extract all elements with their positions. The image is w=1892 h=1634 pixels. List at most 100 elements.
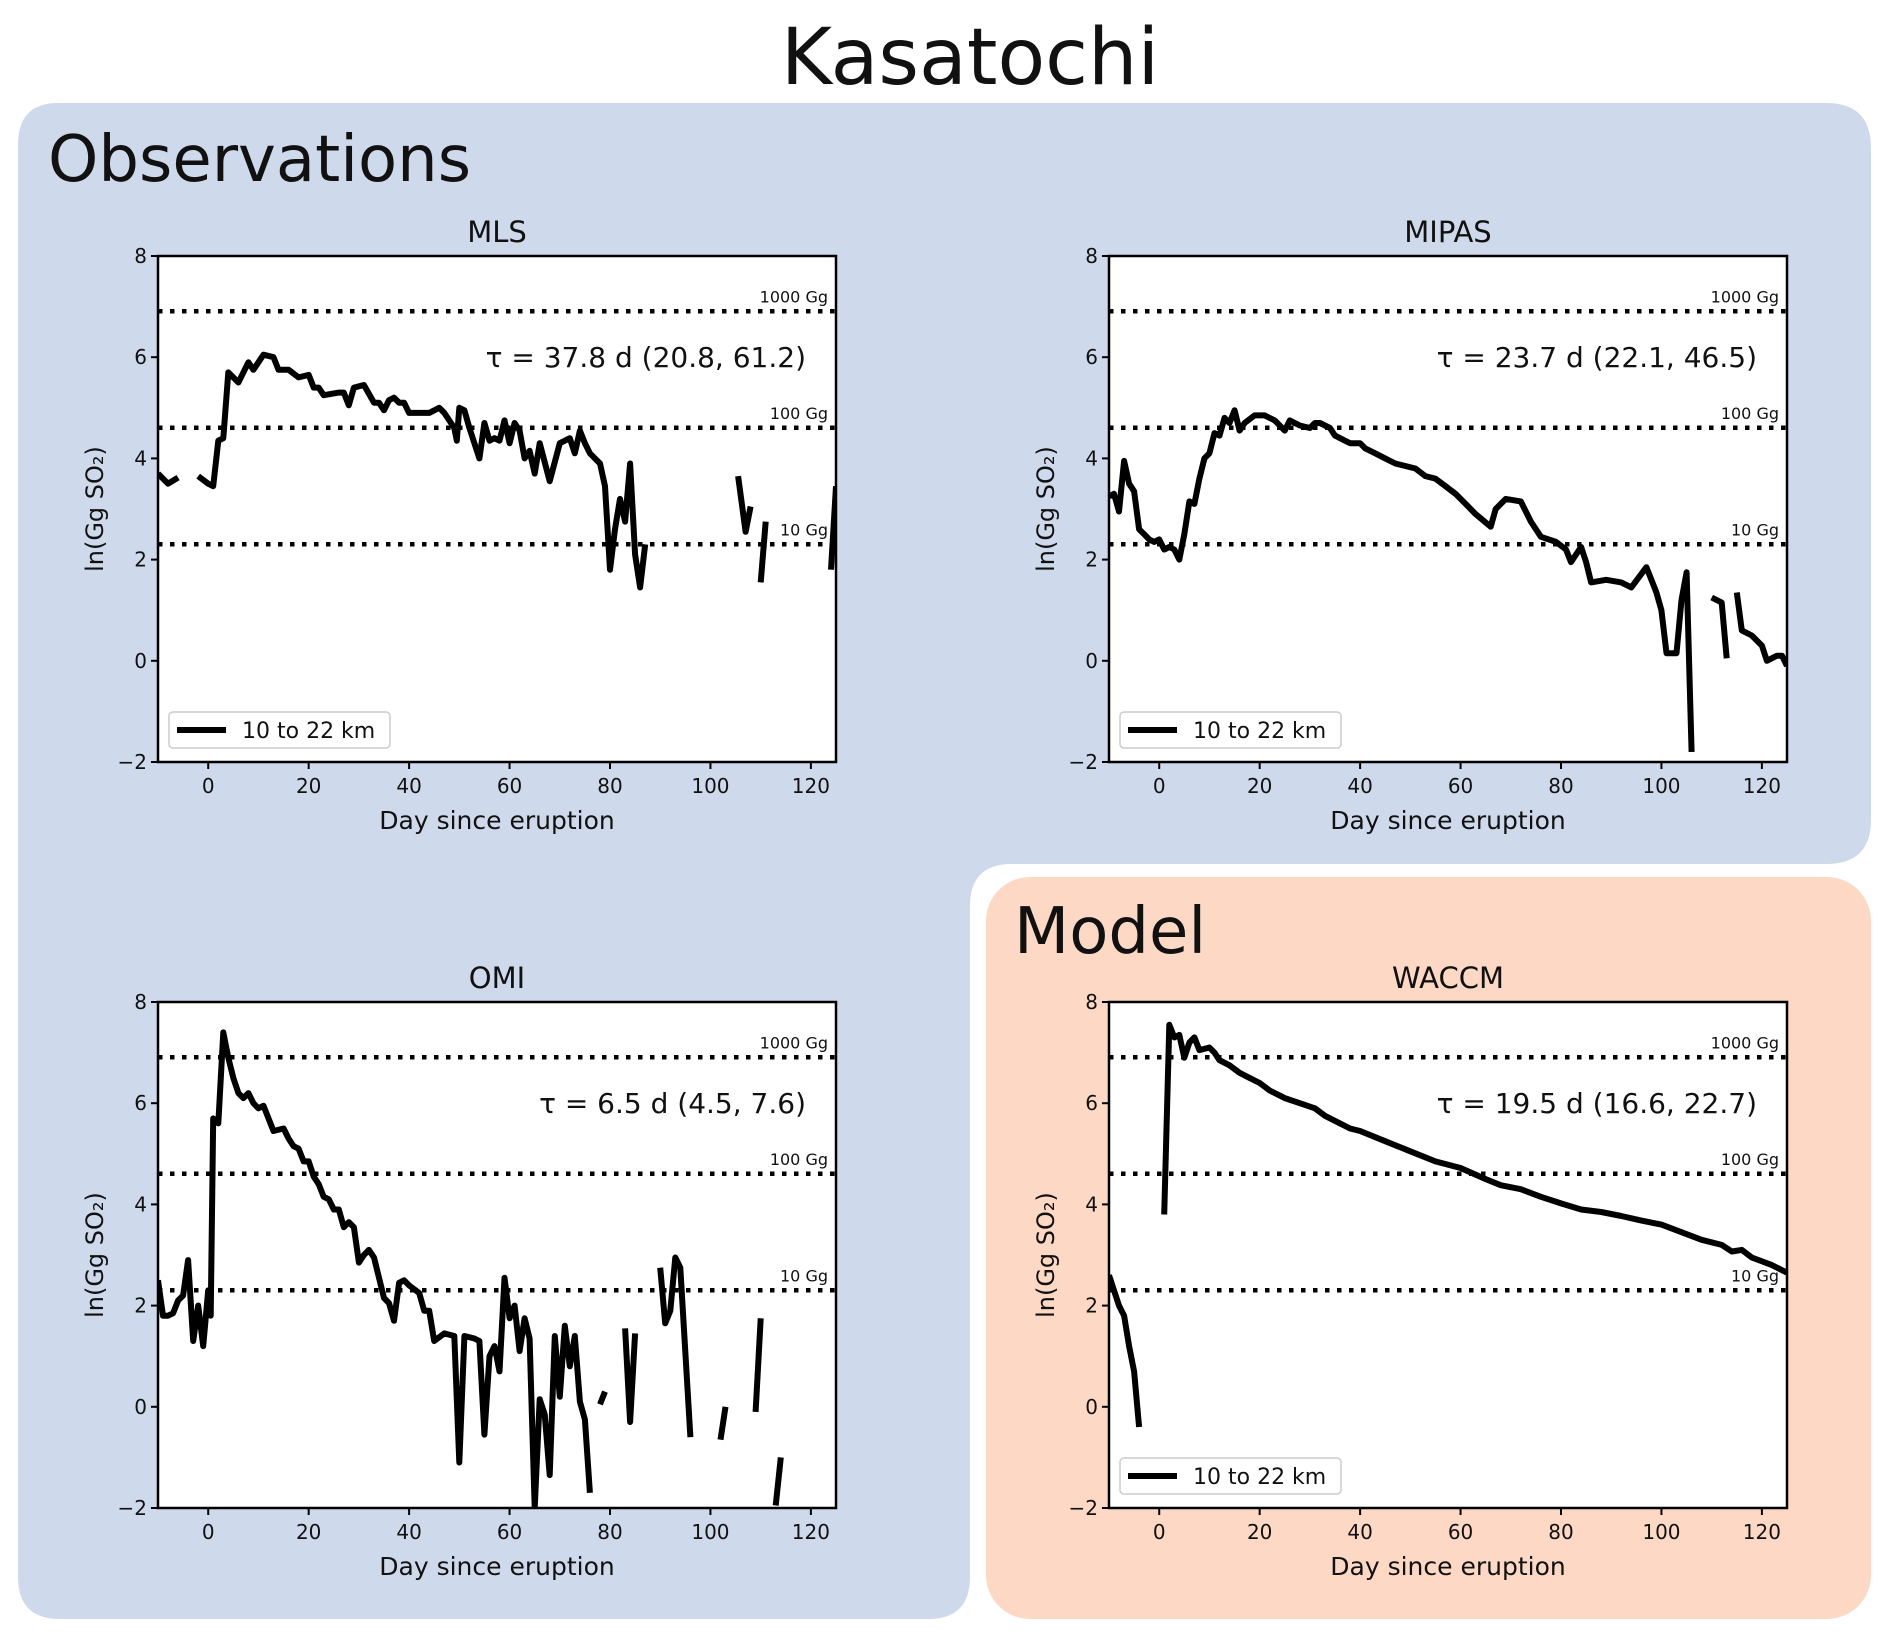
y-tick-label: −2 bbox=[118, 750, 147, 774]
y-tick-label: 0 bbox=[1085, 649, 1098, 673]
x-tick-label: 20 bbox=[296, 1520, 321, 1544]
plot-area bbox=[1109, 256, 1787, 762]
legend-label: 10 to 22 km bbox=[1193, 719, 1326, 744]
plot-area bbox=[158, 1002, 836, 1508]
y-tick-label: 2 bbox=[134, 548, 147, 572]
y-tick-label: −2 bbox=[1069, 1496, 1098, 1520]
y-tick-label: 8 bbox=[134, 244, 147, 268]
x-tick-label: 60 bbox=[497, 774, 522, 798]
legend: 10 to 22 km bbox=[1119, 1457, 1342, 1495]
axes-frame bbox=[156, 254, 838, 764]
y-tick-label: 6 bbox=[1085, 345, 1098, 369]
x-tick-label: 20 bbox=[296, 774, 321, 798]
axes-frame bbox=[156, 1000, 838, 1510]
y-tick-label: 6 bbox=[134, 345, 147, 369]
x-tick-label: 80 bbox=[1548, 774, 1573, 798]
y-tick-label: 4 bbox=[1085, 1192, 1098, 1216]
reference-line-label: 1000 Gg bbox=[1711, 287, 1779, 306]
y-tick-label: 4 bbox=[1085, 446, 1098, 470]
reference-line-label: 10 Gg bbox=[780, 1266, 828, 1285]
legend-box bbox=[1119, 711, 1342, 749]
x-tick-label: 100 bbox=[691, 1520, 729, 1544]
reference-line-label: 100 Gg bbox=[770, 404, 828, 423]
x-axis-label: Day since eruption bbox=[1330, 806, 1565, 835]
reference-line-label: 1000 Gg bbox=[760, 1033, 828, 1052]
x-tick-label: 100 bbox=[691, 774, 729, 798]
series-line-segment bbox=[757, 521, 769, 583]
series-line-segment bbox=[772, 1457, 784, 1506]
y-axis-label: ln(Gg SO₂) bbox=[81, 1192, 109, 1318]
chart-mipas: MIPAS 1000 Gg 100 Gg 10 Gg τ = 23.7 d (22.1,… bbox=[1032, 215, 1789, 835]
x-tick-label: 0 bbox=[202, 1520, 215, 1544]
plot-area bbox=[158, 256, 836, 762]
chart-title: MLS bbox=[467, 215, 527, 249]
decay-time-annotation: τ = 37.8 d (20.8, 61.2) bbox=[486, 341, 806, 374]
x-tick-label: 20 bbox=[1247, 774, 1272, 798]
x-tick-label: 100 bbox=[1642, 774, 1680, 798]
y-axis-label: ln(Gg SO₂) bbox=[1032, 446, 1060, 572]
reference-line-label: 1000 Gg bbox=[760, 287, 828, 306]
series-line-segment bbox=[196, 351, 649, 591]
x-tick-label: 40 bbox=[396, 774, 421, 798]
series-line-segment bbox=[158, 471, 180, 487]
y-tick-label: 4 bbox=[134, 1192, 147, 1216]
y-tick-label: −2 bbox=[1069, 750, 1098, 774]
y-tick-label: 2 bbox=[134, 1294, 147, 1318]
y-tick-label: 6 bbox=[1085, 1091, 1098, 1115]
series-line-segment bbox=[622, 1328, 639, 1425]
x-tick-label: 40 bbox=[1347, 1520, 1372, 1544]
x-tick-label: 80 bbox=[597, 1520, 622, 1544]
x-tick-label: 120 bbox=[1743, 1520, 1781, 1544]
x-tick-label: 60 bbox=[1448, 1520, 1473, 1544]
decay-time-annotation: τ = 6.5 d (4.5, 7.6) bbox=[539, 1087, 806, 1120]
y-tick-label: 2 bbox=[1085, 1294, 1098, 1318]
y-tick-label: 2 bbox=[1085, 548, 1098, 572]
x-axis-label: Day since eruption bbox=[379, 1552, 614, 1581]
reference-line-label: 100 Gg bbox=[1721, 404, 1779, 423]
legend-label: 10 to 22 km bbox=[242, 719, 375, 744]
x-axis-label: Day since eruption bbox=[379, 806, 614, 835]
y-tick-label: 8 bbox=[1085, 244, 1098, 268]
series-line-segment bbox=[717, 1406, 729, 1441]
x-tick-label: 0 bbox=[1153, 774, 1166, 798]
reference-line-label: 100 Gg bbox=[770, 1150, 828, 1169]
y-tick-label: −2 bbox=[118, 1496, 147, 1520]
x-tick-label: 40 bbox=[396, 1520, 421, 1544]
x-tick-label: 20 bbox=[1247, 1520, 1272, 1544]
x-tick-label: 100 bbox=[1642, 1520, 1680, 1544]
y-axis-label: ln(Gg SO₂) bbox=[1032, 1192, 1060, 1318]
y-tick-label: 8 bbox=[134, 990, 147, 1014]
x-tick-label: 120 bbox=[792, 1520, 830, 1544]
y-tick-label: 0 bbox=[1085, 1395, 1098, 1419]
series-line-segment bbox=[158, 1029, 593, 1508]
observations-heading: Observations bbox=[48, 123, 471, 197]
reference-line-label: 100 Gg bbox=[1721, 1150, 1779, 1169]
decay-time-annotation: τ = 23.7 d (22.1, 46.5) bbox=[1437, 341, 1757, 374]
chart-mls: MLS 1000 Gg 100 Gg 10 Gg τ = 37.8 d (20.8, 6… bbox=[81, 215, 838, 835]
x-tick-label: 120 bbox=[792, 774, 830, 798]
reference-line-label: 1000 Gg bbox=[1711, 1033, 1779, 1052]
series-line-segment bbox=[1109, 1274, 1143, 1428]
series-line-segment bbox=[597, 1390, 608, 1406]
chart-omi: OMI 1000 Gg 100 Gg 10 Gg τ = 6.5 d (4.5, 7.6… bbox=[81, 961, 838, 1581]
reference-line-label: 10 Gg bbox=[1731, 1266, 1779, 1285]
legend-box bbox=[1119, 1457, 1342, 1495]
series-line-segment bbox=[657, 1254, 694, 1438]
reference-line-label: 10 Gg bbox=[1731, 520, 1779, 539]
y-tick-label: 4 bbox=[134, 446, 147, 470]
y-tick-label: 0 bbox=[134, 1395, 147, 1419]
x-tick-label: 120 bbox=[1743, 774, 1781, 798]
y-axis-label: ln(Gg SO₂) bbox=[81, 446, 109, 572]
legend: 10 to 22 km bbox=[1119, 711, 1342, 749]
x-tick-label: 80 bbox=[1548, 1520, 1573, 1544]
figure-title: Kasatochi bbox=[781, 13, 1159, 103]
x-tick-label: 0 bbox=[202, 774, 215, 798]
series-line-segment bbox=[1109, 407, 1695, 752]
y-tick-label: 8 bbox=[1085, 990, 1098, 1014]
y-tick-label: 6 bbox=[134, 1091, 147, 1115]
x-axis-label: Day since eruption bbox=[1330, 1552, 1565, 1581]
x-tick-label: 60 bbox=[497, 1520, 522, 1544]
legend-label: 10 to 22 km bbox=[1193, 1465, 1326, 1490]
chart-waccm: WACCM 1000 Gg 100 Gg 10 Gg τ = 19.5 d (16.6,… bbox=[1032, 961, 1789, 1581]
